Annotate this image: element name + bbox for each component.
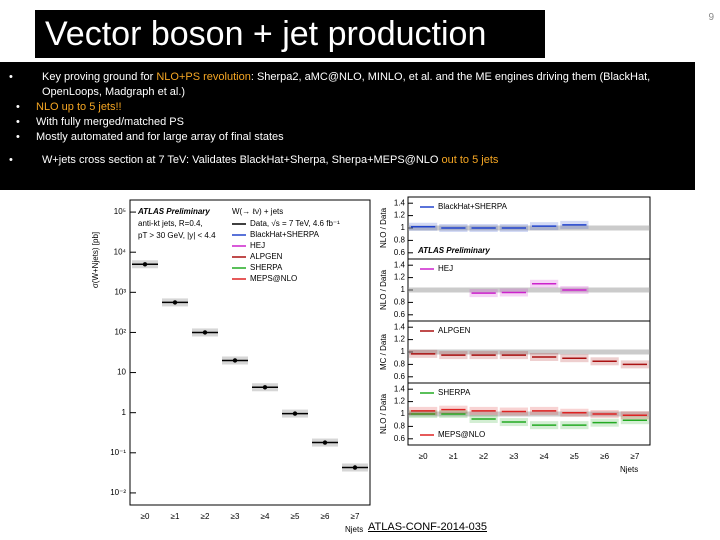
y-tick-label: 0.8 [394, 236, 406, 245]
x-tick-label: ≥4 [261, 512, 270, 521]
y-tick-label: 0.6 [394, 434, 406, 443]
legend-label: SHERPA [438, 388, 471, 397]
x-tick-label: ≥2 [479, 452, 488, 461]
y-axis-label: NLO / Data [379, 393, 388, 434]
plot-frame [129, 199, 371, 506]
x-tick-label: ≥2 [201, 512, 210, 521]
y-tick-label: 1.2 [394, 273, 406, 282]
x-tick-label: ≥6 [600, 452, 609, 461]
bullet-list: Key proving ground for NLO+PS revolution… [0, 62, 695, 190]
text: out to 5 jets [441, 154, 499, 166]
legend-label: HEJ [250, 241, 265, 250]
y-tick-label: 1.4 [394, 260, 406, 269]
y-tick-label: 0.8 [394, 298, 406, 307]
x-tick-label: ≥4 [540, 452, 549, 461]
y-tick-label: 10³ [114, 287, 126, 296]
y-tick-label: 10⁻¹ [110, 448, 126, 457]
legend-label: BlackHat+SHERPA [250, 230, 320, 239]
bullet: Key proving ground for NLO+PS revolution… [9, 70, 685, 100]
annotation: W(→ ℓν) + jets [232, 207, 283, 216]
text: : Sherpa2, aMC@NLO, MINLO, et al. and th… [42, 71, 651, 98]
x-tick-label: ≥3 [231, 512, 240, 521]
y-tick-label: 1.2 [394, 211, 406, 220]
x-tick-label: ≥5 [570, 452, 579, 461]
y-tick-label: 10² [114, 328, 126, 337]
legend-label: MEPS@NLO [438, 430, 485, 439]
annotation: pT > 30 GeV, |y| < 4.4 [138, 231, 216, 240]
legend-label: HEJ [438, 264, 453, 273]
legend-label: SHERPA [250, 263, 283, 272]
x-tick-label: ≥6 [321, 512, 330, 521]
y-axis-label: σ(W+Njets) [pb] [91, 232, 100, 288]
y-tick-label: 1.4 [394, 384, 406, 393]
y-axis-label: MC / Data [379, 333, 388, 370]
x-axis-label: Njets [345, 525, 363, 534]
x-tick-label: ≥5 [291, 512, 300, 521]
y-tick-label: 1 [401, 223, 406, 232]
x-tick-label: ≥7 [351, 512, 360, 521]
reference-link[interactable]: ATLAS-CONF-2014-035 [368, 521, 488, 533]
y-tick-label: 1.2 [394, 397, 406, 406]
page-number: 9 [708, 12, 714, 23]
legend-label: ALPGEN [438, 326, 471, 335]
legend-label: MEPS@NLO [250, 274, 297, 283]
x-tick-label: ≥7 [630, 452, 639, 461]
y-tick-label: 1 [122, 408, 127, 417]
x-tick-label: ≥1 [449, 452, 458, 461]
y-tick-label: 1.4 [394, 322, 406, 331]
y-tick-label: 0.8 [394, 422, 406, 431]
y-tick-label: 0.6 [394, 372, 406, 381]
y-tick-label: 1 [401, 285, 406, 294]
y-tick-label: 0.6 [394, 248, 406, 257]
y-tick-label: 0.8 [394, 360, 406, 369]
y-axis-label: NLO / Data [379, 269, 388, 310]
annotation: anti-kt jets, R=0.4, [138, 219, 203, 228]
text: NLO+PS revolution [156, 71, 251, 83]
sub-bullet: NLO up to 5 jets!! [16, 100, 695, 115]
y-tick-label: 1 [401, 409, 406, 418]
y-tick-label: 10⁵ [114, 207, 126, 216]
x-tick-label: ≥1 [171, 512, 180, 521]
x-axis-label: Njets [620, 465, 638, 474]
legend-label: ALPGEN [250, 252, 283, 261]
y-tick-label: 1 [401, 347, 406, 356]
x-tick-label: ≥0 [141, 512, 150, 521]
y-tick-label: 1.2 [394, 335, 406, 344]
y-tick-label: 10⁴ [114, 247, 127, 256]
y-tick-label: 10⁻² [110, 488, 126, 497]
text: With fully merged/matched PS [36, 116, 184, 128]
annotation: ATLAS Preliminary [417, 246, 490, 255]
y-tick-label: 0.6 [394, 310, 406, 319]
x-tick-label: ≥3 [509, 452, 518, 461]
bullet: W+jets cross section at 7 TeV: Validates… [9, 153, 685, 168]
sub-bullet: With fully merged/matched PS [16, 115, 695, 130]
y-axis-label: NLO / Data [379, 207, 388, 248]
y-tick-label: 10 [117, 368, 126, 377]
legend-label: Data, √s = 7 TeV, 4.6 fb⁻¹ [250, 219, 340, 228]
y-tick-label: 1.4 [394, 198, 406, 207]
annotation: ATLAS Preliminary [137, 207, 210, 216]
text: Mostly automated and for large array of … [36, 131, 284, 143]
title: Vector boson + jet production [35, 10, 545, 58]
legend-label: BlackHat+SHERPA [438, 202, 508, 211]
text: NLO up to 5 jets!! [36, 101, 122, 113]
text: W+jets cross section at 7 TeV: Validates… [42, 154, 442, 166]
text: Key proving ground for [42, 71, 157, 83]
sub-bullet: Mostly automated and for large array of … [16, 130, 695, 145]
x-tick-label: ≥0 [419, 452, 428, 461]
